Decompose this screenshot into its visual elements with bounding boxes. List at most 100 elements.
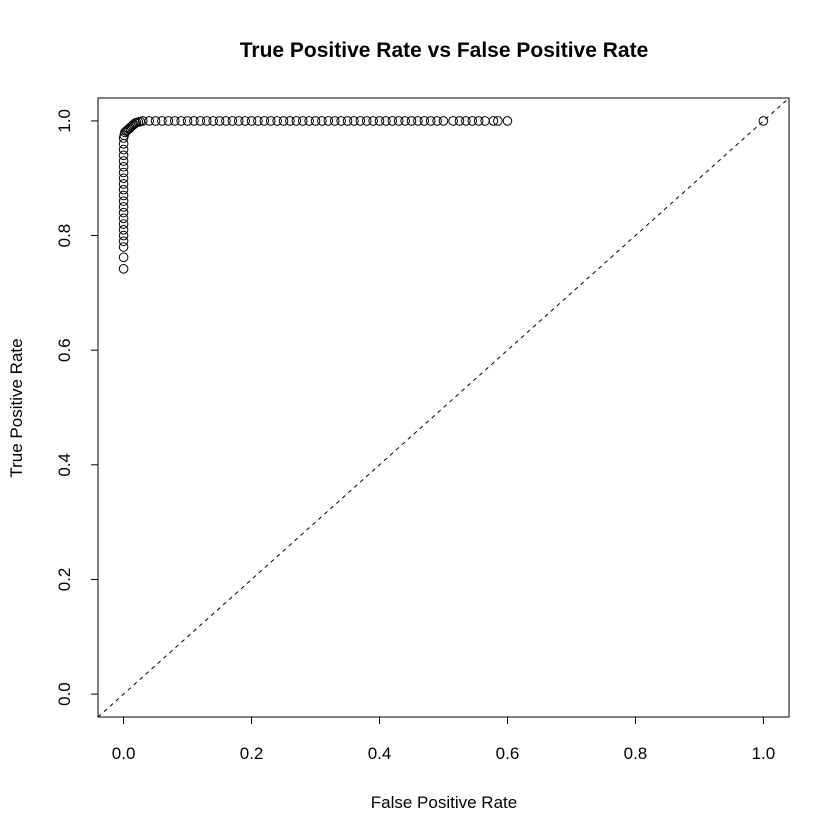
- data-point: [317, 116, 327, 126]
- y-tick-label: 0.8: [55, 224, 74, 248]
- data-point: [278, 116, 289, 126]
- data-point: [118, 213, 129, 224]
- data-point: [342, 116, 353, 126]
- data-point: [169, 116, 180, 126]
- data-point: [214, 116, 225, 126]
- data-point: [448, 116, 458, 126]
- data-point: [387, 116, 398, 126]
- x-tick-label: 0.4: [368, 744, 392, 763]
- data-point: [438, 116, 449, 126]
- reference-line-layer: [97, 97, 790, 718]
- data-point: [118, 230, 129, 241]
- data-point: [118, 207, 129, 218]
- data-point: [285, 116, 295, 126]
- data-point: [413, 116, 423, 126]
- data-point: [454, 116, 465, 126]
- diagonal-reference-line: [97, 97, 790, 718]
- y-tick-label: 0.0: [55, 682, 74, 706]
- data-point: [118, 263, 129, 274]
- data-point: [336, 116, 346, 126]
- y-tick-label: 0.6: [55, 338, 74, 362]
- y-tick-label: 0.2: [55, 568, 74, 592]
- data-point: [118, 219, 129, 229]
- data-point: [272, 116, 282, 126]
- data-point: [323, 116, 334, 126]
- data-point: [118, 144, 129, 155]
- data-point: [291, 116, 302, 126]
- data-point: [488, 116, 499, 126]
- x-tick-label: 1.0: [752, 744, 776, 763]
- data-point: [374, 116, 385, 126]
- x-tick-label: 0.0: [112, 744, 136, 763]
- y-axis-label: True Positive Rate: [7, 338, 26, 477]
- data-point: [129, 119, 139, 130]
- data-point: [493, 116, 503, 126]
- data-point: [118, 173, 129, 184]
- y-tick-label: 1.0: [55, 109, 74, 133]
- data-point: [400, 116, 410, 126]
- data-point: [118, 167, 129, 178]
- x-axis: 0.0 0.2 0.4 0.6 0.8 1.0: [112, 716, 776, 763]
- points-layer: [118, 116, 769, 274]
- data-point: [182, 116, 193, 126]
- data-point: [163, 116, 174, 126]
- x-axis-label: False Positive Rate: [371, 793, 517, 812]
- data-point: [467, 116, 478, 126]
- data-point: [502, 116, 513, 126]
- y-axis: 0.0 0.2 0.4 0.6 0.8 1.0: [55, 109, 99, 706]
- data-point: [419, 116, 430, 126]
- data-point: [265, 116, 276, 126]
- y-tick-label: 0.4: [55, 453, 74, 477]
- chart-title: True Positive Rate vs False Positive Rat…: [240, 39, 649, 62]
- data-point: [432, 116, 442, 126]
- data-point: [393, 116, 404, 126]
- data-point: [118, 179, 129, 189]
- data-point: [233, 116, 244, 126]
- data-point: [176, 116, 186, 126]
- data-point: [368, 116, 378, 126]
- data-point: [221, 116, 231, 126]
- data-point: [118, 161, 129, 172]
- data-point: [253, 116, 263, 126]
- data-point: [195, 116, 206, 126]
- data-point: [259, 116, 270, 126]
- data-point: [297, 116, 308, 126]
- data-point: [118, 225, 129, 235]
- data-point: [480, 116, 490, 126]
- data-point: [208, 116, 218, 126]
- data-point: [758, 116, 769, 126]
- data-point: [118, 196, 129, 206]
- data-point: [240, 116, 250, 126]
- data-point: [355, 116, 366, 126]
- data-point: [246, 116, 257, 126]
- data-point: [144, 116, 154, 126]
- data-point: [118, 202, 129, 212]
- data-point: [461, 116, 471, 126]
- data-point: [227, 116, 238, 126]
- data-point: [310, 116, 321, 126]
- data-point: [381, 116, 391, 126]
- data-point: [118, 236, 129, 247]
- data-point: [118, 252, 129, 263]
- data-point: [406, 116, 417, 126]
- x-tick-label: 0.2: [240, 744, 264, 763]
- data-point: [118, 150, 129, 161]
- data-point: [189, 116, 199, 126]
- data-point: [118, 242, 129, 252]
- data-point: [329, 116, 340, 126]
- x-tick-label: 0.6: [496, 744, 520, 763]
- data-point: [118, 190, 129, 201]
- data-point: [425, 116, 436, 126]
- data-point: [118, 156, 129, 166]
- data-point: [137, 116, 148, 126]
- data-point: [157, 116, 167, 126]
- data-point: [473, 116, 484, 126]
- x-tick-label: 0.8: [624, 744, 648, 763]
- data-point: [361, 116, 372, 126]
- data-point: [201, 116, 212, 126]
- data-point: [304, 116, 314, 126]
- data-point: [118, 184, 129, 195]
- data-point: [349, 116, 359, 126]
- data-point: [150, 116, 161, 126]
